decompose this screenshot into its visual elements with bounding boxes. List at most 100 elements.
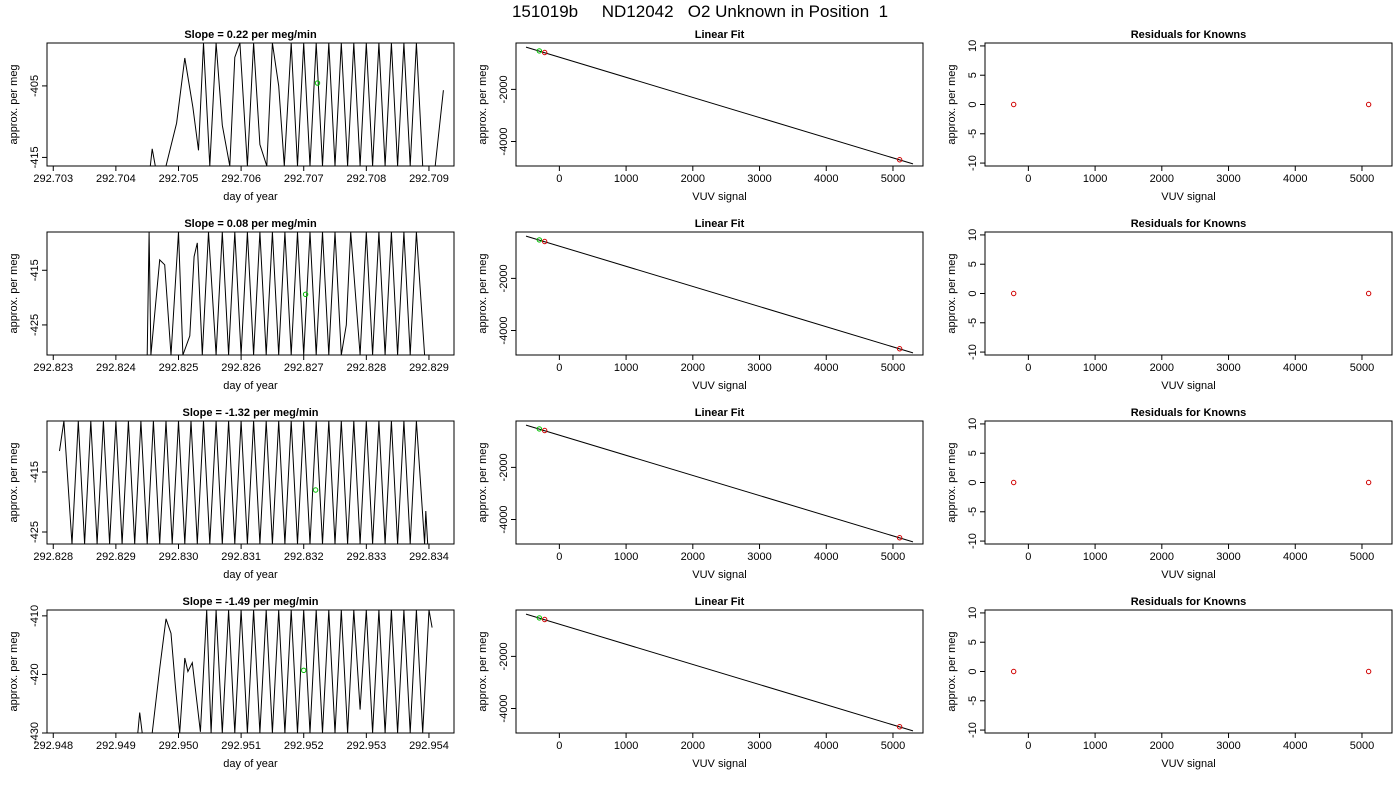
chart-11: Residuals for Knowns 0 1000 2000 3000 4000 500… — [946, 596, 1393, 770]
chart-3-ytick-label: -415 — [29, 259, 41, 281]
chart-2-xtick-label: 0 — [1025, 173, 1031, 185]
chart-6-ytick-label: -415 — [29, 461, 41, 483]
chart-7-frame — [515, 420, 924, 545]
chart-11-xlabel: VUV signal — [1161, 758, 1215, 770]
chart-2-frame — [984, 42, 1393, 167]
chart-4-frame — [515, 231, 924, 356]
chart-8: Residuals for Knowns 0 1000 2000 3000 4000 500… — [946, 407, 1393, 581]
chart-10-xtick-label: 1000 — [614, 740, 638, 752]
chart-0-title: Slope = 0.22 per meg/min — [184, 29, 317, 41]
chart-11-xtick-label: 0 — [1025, 740, 1031, 752]
chart-10-ylabel: approx. per meg — [477, 631, 489, 711]
chart-1-xtick-label: 4000 — [814, 173, 838, 185]
chart-4-ylabel: approx. per meg — [477, 253, 489, 333]
chart-3-xtick-label: 292.823 — [33, 362, 73, 374]
chart-5-ytick-label: -10 — [967, 344, 979, 360]
chart-1-xtick-label: 5000 — [881, 173, 905, 185]
chart-11-ytick-label: 10 — [967, 607, 979, 619]
chart-8-ytick-label: -10 — [967, 533, 979, 549]
chart-7-data — [525, 424, 914, 543]
chart-3-xtick-label: 292.824 — [96, 362, 136, 374]
chart-7-ylabel: approx. per meg — [477, 442, 489, 522]
chart-11-point — [1365, 668, 1372, 675]
chart-6: Slope = -1.32 per meg/min 292.828 292.829 2… — [8, 407, 455, 581]
chart-4-data — [525, 235, 914, 354]
chart-11-ylabel: approx. per meg — [946, 631, 958, 711]
chart-1-xlabel: VUV signal — [692, 191, 746, 203]
chart-11-ytick-label: 5 — [967, 639, 979, 645]
chart-1-title: Linear Fit — [695, 29, 745, 41]
chart-9-ytick-label: -430 — [29, 722, 41, 744]
chart-5-ylabel: approx. per meg — [946, 253, 958, 333]
chart-6-xtick-label: 292.830 — [159, 551, 199, 563]
chart-2-xtick-label: 1000 — [1083, 173, 1107, 185]
chart-0-xtick-label: 292.706 — [221, 173, 261, 185]
chart-10-xtick-label: 0 — [556, 740, 562, 752]
chart-1-point — [896, 157, 903, 163]
chart-10-ytick-label: -2000 — [498, 642, 510, 670]
chart-2-xtick-label: 4000 — [1283, 173, 1307, 185]
chart-3-xtick-label: 292.826 — [221, 362, 261, 374]
chart-8-point — [1010, 479, 1017, 486]
chart-0-xtick-label: 292.709 — [409, 173, 449, 185]
chart-1-data — [525, 46, 914, 165]
chart-5-data — [1010, 290, 1372, 297]
chart-1-ytick-label: -4000 — [498, 127, 510, 155]
chart-7-fit-line — [525, 424, 914, 543]
chart-8-xlabel: VUV signal — [1161, 569, 1215, 581]
chart-6-xtick-label: 292.833 — [346, 551, 386, 563]
chart-4-point — [536, 237, 543, 243]
chart-8-frame — [984, 420, 1393, 545]
chart-9-ytick-label: -410 — [29, 605, 41, 627]
chart-8-xtick-label: 3000 — [1216, 551, 1240, 563]
chart-0-xtick-label: 292.708 — [346, 173, 386, 185]
chart-7-ytick-label: -4000 — [498, 505, 510, 533]
chart-5-xtick-label: 3000 — [1216, 362, 1240, 374]
chart-7-xtick-label: 4000 — [814, 551, 838, 563]
chart-8-title: Residuals for Knowns — [1131, 407, 1247, 419]
chart-9-xlabel: day of year — [223, 758, 278, 770]
chart-5-point — [1365, 290, 1372, 297]
chart-10-frame — [515, 609, 924, 734]
chart-3-xtick-label: 292.829 — [409, 362, 449, 374]
chart-2-xtick-label: 2000 — [1150, 173, 1174, 185]
chart-11-data — [1010, 668, 1372, 675]
chart-1-xtick-label: 1000 — [614, 173, 638, 185]
chart-3-ytick-label: -425 — [29, 314, 41, 336]
chart-8-ytick-label: 5 — [967, 450, 979, 456]
chart-2-ytick-label: 10 — [967, 40, 979, 52]
chart-0-highlight-point — [314, 80, 321, 86]
chart-2-ytick-label: 0 — [967, 101, 979, 107]
chart-2: Residuals for Knowns 0 1000 2000 3000 4000 500… — [946, 29, 1393, 203]
chart-8-xtick-label: 5000 — [1350, 551, 1374, 563]
chart-8-xtick-label: 0 — [1025, 551, 1031, 563]
chart-8-ytick-label: -5 — [967, 507, 979, 517]
chart-0-xtick-label: 292.703 — [33, 173, 73, 185]
chart-10-title: Linear Fit — [695, 596, 745, 608]
chart-4-ytick-label: -4000 — [498, 316, 510, 344]
chart-1-ytick-label: -2000 — [498, 75, 510, 103]
chart-6-highlight-point — [312, 487, 319, 493]
chart-0-xtick-label: 292.704 — [96, 173, 136, 185]
chart-1-xtick-label: 3000 — [747, 173, 771, 185]
chart-8-xtick-label: 1000 — [1083, 551, 1107, 563]
chart-0-ytick-label: -415 — [29, 146, 41, 168]
chart-10-xtick-label: 4000 — [814, 740, 838, 752]
chart-2-xlabel: VUV signal — [1161, 191, 1215, 203]
chart-4: Linear Fit 0 1000 2000 3000 4000 5000 -2000 -400… — [477, 218, 924, 392]
chart-9-highlight-point — [301, 667, 307, 674]
chart-5-point — [1010, 290, 1017, 297]
chart-7-ytick-label: -2000 — [498, 453, 510, 481]
chart-4-xlabel: VUV signal — [692, 380, 746, 392]
chart-5-xtick-label: 2000 — [1150, 362, 1174, 374]
chart-3-xlabel: day of year — [223, 380, 278, 392]
chart-3-frame — [46, 231, 455, 356]
chart-1-xtick-label: 0 — [556, 173, 562, 185]
chart-11-frame — [984, 609, 1393, 734]
chart-4-xtick-label: 1000 — [614, 362, 638, 374]
chart-9-xtick-label: 292.954 — [409, 740, 449, 752]
chart-11-ytick-label: -5 — [967, 696, 979, 706]
chart-1: Linear Fit 0 1000 2000 3000 4000 5000 -2000 -400… — [477, 29, 924, 203]
chart-1-point — [541, 49, 548, 56]
